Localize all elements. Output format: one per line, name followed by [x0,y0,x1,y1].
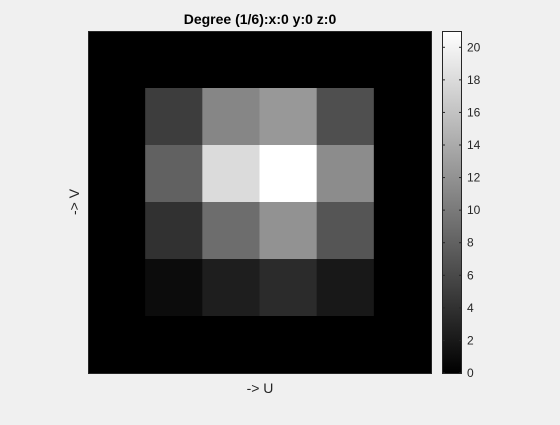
colorbar-tick-label: 8 [467,236,474,250]
heatmap-cell [88,259,146,317]
colorbar-tick-label: 4 [467,301,474,315]
heatmap-cell [145,31,203,89]
colorbar [442,31,462,374]
plot-area-border [88,31,432,374]
heatmap-cell [202,88,261,146]
x-axis-label: -> U [247,380,274,396]
heatmap-cell [259,316,318,374]
heatmap-cell [316,31,375,89]
heatmap-cell [145,316,203,374]
colorbar-tick-label: 12 [467,171,481,185]
heatmap-cell [373,88,432,146]
colorbar-tick-label: 10 [467,203,481,217]
heatmap-cell [202,259,261,317]
colorbar-tick-label: 16 [467,105,481,119]
colorbar-tick-label: 0 [467,366,474,380]
heatmap-cell [88,88,146,146]
colorbar-ticks: 0 2 4 6 8 10 12 14 16 18 20 [442,40,481,380]
heatmap-cell [316,88,375,146]
heatmap-cell [373,316,432,374]
heatmap-cell [145,202,203,260]
colorbar-tick-label: 2 [467,333,474,347]
heatmap-cell [259,202,318,260]
heatmap-cell [145,88,203,146]
heatmap-cells [88,31,432,374]
heatmap-cell [259,259,318,317]
heatmap-cell [316,145,375,203]
heatmap-cell [259,145,318,203]
heatmap-cell [316,202,375,260]
heatmap-cell [88,202,146,260]
heatmap-cell [373,202,432,260]
colorbar-tick-label: 14 [467,138,481,152]
heatmap-cell [145,259,203,317]
heatmap-cell [88,31,146,89]
heatmap-cell [316,259,375,317]
heatmap-cell [202,316,261,374]
colorbar-tick-label: 18 [467,73,481,87]
colorbar-tick-label: 20 [467,40,481,54]
heatmap-cell [373,259,432,317]
heatmap-cell [259,88,318,146]
chart-title: Degree (1/6):x:0 y:0 z:0 [184,11,337,27]
heatmap-cell [373,31,432,89]
heatmap-cell [259,31,318,89]
heatmap-cell [88,145,146,203]
heatmap-cell [202,145,261,203]
heatmap-cell [88,316,146,374]
heatmap-cell [316,316,375,374]
y-axis-label: -> V [66,188,82,215]
heatmap-cell [202,202,261,260]
heatmap-cell [145,145,203,203]
colorbar-tick-label: 6 [467,268,474,282]
heatmap-cell [373,145,432,203]
heatmap-cell [202,31,261,89]
